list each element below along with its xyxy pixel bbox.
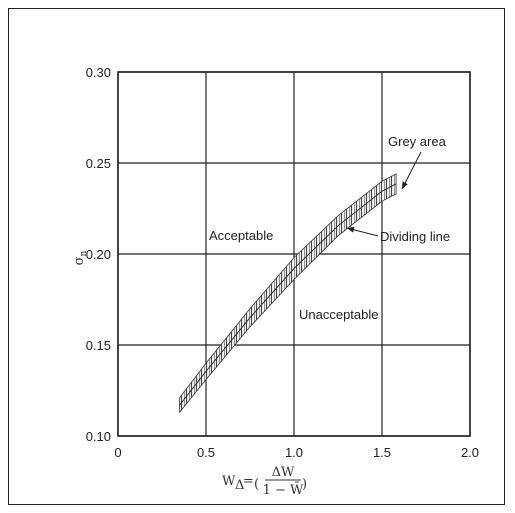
dividing-line — [179, 183, 397, 406]
grey-area-band — [179, 173, 397, 414]
x-axis-label-eq: = — [243, 474, 254, 489]
x-axis-label-num: ΔW — [272, 465, 295, 480]
x-axis-label-lparen: ( — [254, 477, 259, 492]
x-tick-label: 2.0 — [461, 445, 479, 460]
x-tick-label: 0.5 — [197, 445, 215, 460]
y-tick-label: 0.20 — [86, 247, 111, 262]
figure-frame: 0 0.5 1.0 1.5 2.0 0.10 0.15 0.20 0.25 0.30 Grey … — [8, 8, 505, 505]
x-tick-label: 1.0 — [285, 445, 303, 460]
grey-area-arrow — [401, 151, 422, 190]
y-axis-label-sub: n — [79, 250, 89, 256]
dividing-line-arrow — [346, 226, 379, 237]
x-tick-label: 1.5 — [373, 445, 391, 460]
plot-area-border — [117, 71, 471, 437]
x-axis-label-sub: Δ — [235, 478, 244, 493]
x-axis-label-w: W — [222, 474, 236, 489]
y-axis-label-sigma: σ — [72, 256, 87, 265]
x-tick-labels: 0 0.5 1.0 1.5 2.0 — [114, 445, 479, 460]
chart-svg: 0 0.5 1.0 1.5 2.0 0.10 0.15 0.20 0.25 0.30 Grey … — [72, 65, 479, 498]
x-axis-label-den: 1 − W̄ — [263, 482, 304, 498]
x-axis-label: W Δ = ( ΔW 1 − W̄ ) — [222, 465, 307, 498]
annotation-dividing-line: Dividing line — [380, 229, 450, 244]
x-axis-label-rparen: ) — [302, 477, 307, 492]
annotation-unacceptable: Unacceptable — [299, 307, 379, 322]
y-axis-label: σn — [72, 250, 89, 265]
y-tick-label: 0.10 — [86, 429, 111, 444]
y-tick-label: 0.30 — [86, 65, 111, 80]
grid-lines — [117, 71, 471, 437]
x-tick-label: 0 — [114, 445, 121, 460]
y-tick-labels: 0.10 0.15 0.20 0.25 0.30 — [86, 65, 111, 444]
y-tick-label: 0.25 — [86, 156, 111, 171]
annotation-acceptable: Acceptable — [209, 228, 273, 243]
y-tick-label: 0.15 — [86, 338, 111, 353]
annotation-grey-area: Grey area — [388, 134, 447, 149]
